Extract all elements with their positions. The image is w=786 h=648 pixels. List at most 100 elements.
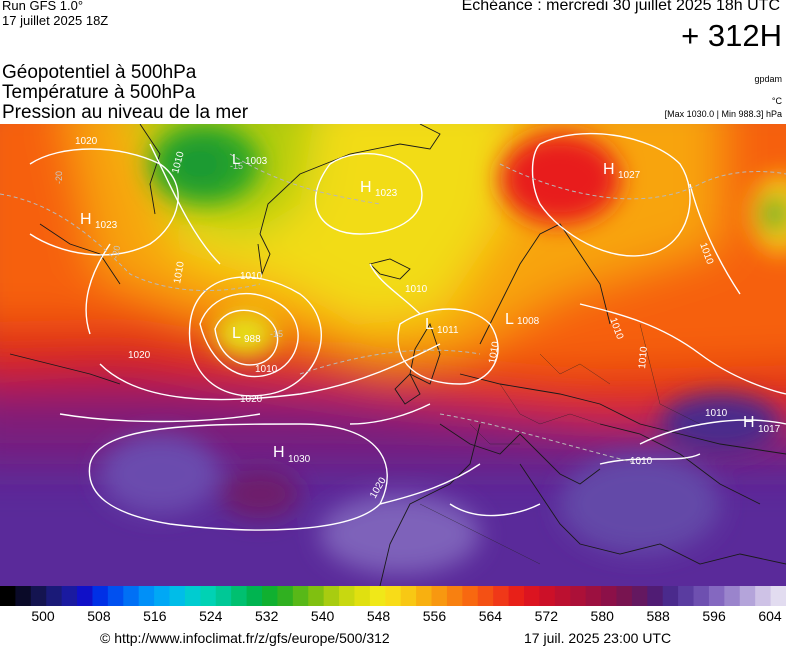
svg-text:1023: 1023	[375, 188, 398, 199]
colorbar-swatch	[385, 586, 402, 606]
colorbar-swatch	[539, 586, 556, 606]
borders	[419, 323, 701, 565]
svg-text:1027: 1027	[618, 170, 641, 181]
isobar-label: 1020	[75, 136, 98, 147]
svg-text:1008: 1008	[517, 316, 540, 327]
colorbar-swatch	[570, 586, 587, 606]
colorbar-swatch	[246, 586, 263, 606]
colorbar-swatch	[308, 586, 325, 606]
colorbar-label: 564	[478, 608, 503, 624]
temperature-labels: -20 -20 -15 -15	[54, 161, 283, 339]
colorbar-swatch	[30, 586, 47, 606]
colorbar-label: 540	[310, 608, 335, 624]
unit-geopotential: gpdam	[754, 74, 782, 84]
colorbar-swatch	[339, 586, 355, 606]
low-pressure-center: L 1008	[505, 311, 540, 328]
colorbar-swatch	[154, 586, 171, 606]
coastlines	[9, 124, 786, 586]
colorbar-swatch	[123, 586, 140, 606]
colorbar-swatch	[231, 586, 248, 606]
colorbar-swatch	[0, 586, 16, 606]
colorbar-swatch	[431, 586, 448, 606]
colorbar-label: 588	[646, 608, 670, 624]
svg-text:L: L	[232, 325, 241, 342]
svg-text:H: H	[743, 414, 755, 431]
colorbar-swatch	[46, 586, 63, 606]
colorbar-swatch	[554, 586, 571, 606]
temperature-label: -20	[110, 245, 122, 260]
colorbar-swatch	[739, 586, 756, 606]
colorbar-swatch	[292, 586, 309, 606]
forecast-hour: + 312H	[681, 18, 782, 53]
temperature-label: -15	[230, 161, 243, 171]
svg-text:H: H	[273, 444, 285, 461]
colorbar-swatch	[616, 586, 633, 606]
colorbar-swatch	[708, 586, 725, 606]
svg-text:1017: 1017	[758, 424, 781, 435]
colorbar-swatch	[369, 586, 386, 606]
colorbar-swatch	[15, 586, 32, 606]
colorbar-label: 604	[758, 608, 782, 624]
colorbar-swatch	[724, 586, 741, 606]
colorbar-swatch	[524, 586, 540, 606]
colorbar-swatch	[323, 586, 340, 606]
footer-date: 17 juil. 2025 23:00 UTC	[524, 630, 672, 646]
run-date: 17 juillet 2025 18Z	[2, 13, 109, 28]
parameter-mslp: Pression au niveau de la mer	[2, 102, 249, 123]
colorbar-label: 556	[422, 608, 447, 624]
svg-text:L: L	[505, 311, 514, 328]
colorbar-label: 516	[143, 608, 167, 624]
colorbar-swatch	[508, 586, 525, 606]
colorbar-labels: 500 508 516 524 532 540 548 556 564 572 580 588 596 6…	[0, 608, 786, 628]
colorbar-swatch	[92, 586, 109, 606]
temperature-label: -20	[54, 171, 64, 184]
colorbar-swatch	[416, 586, 433, 606]
colorbar-swatch	[585, 586, 602, 606]
svg-text:1003: 1003	[245, 156, 268, 167]
colorbar-swatch	[631, 586, 648, 606]
colorbar-swatch	[107, 586, 124, 606]
parameter-temperature: Température à 500hPa	[2, 82, 196, 103]
colorbar-label: 572	[534, 608, 558, 624]
low-pressure-center: L 1003	[232, 151, 268, 168]
colorbar-swatch	[169, 586, 186, 606]
colorbar-swatch	[61, 586, 78, 606]
colorbar-label: 596	[702, 608, 726, 624]
colorbar-label: 532	[255, 608, 279, 624]
svg-text:H: H	[603, 161, 615, 178]
colorbar-swatch	[354, 586, 371, 606]
pressure-centers: H 1023 H 1023 H 1027 L 1003 L 988 L 1011 L 1008…	[80, 151, 781, 465]
colorbar-swatch	[138, 586, 155, 606]
colorbar	[0, 586, 786, 606]
colorbar-swatch	[647, 586, 664, 606]
colorbar-swatch	[277, 586, 294, 606]
colorbar-swatch	[601, 586, 617, 606]
high-pressure-center: H 1023	[360, 179, 398, 199]
isobar-label: 1010	[172, 260, 187, 284]
colorbar-swatch	[184, 586, 201, 606]
weather-map: 1020 1010 1010 1010 1010 1020 1010 1020 …	[0, 124, 786, 586]
isobar-label: 1010	[487, 340, 502, 364]
isobar-label: 1010	[240, 271, 263, 282]
svg-text:988: 988	[244, 334, 261, 345]
unit-temperature: °C	[771, 96, 782, 106]
isobar-label: 1010	[405, 284, 428, 295]
colorbar-swatch	[755, 586, 772, 606]
temperature-label: -15	[270, 329, 283, 339]
colorbar-label: 500	[31, 608, 55, 624]
footer-url: © http://www.infoclimat.fr/z/gfs/europe/…	[100, 630, 390, 646]
isobar-label: 1020	[240, 394, 263, 405]
svg-text:H: H	[80, 211, 92, 228]
isotherms	[0, 153, 786, 465]
colorbar-swatch	[493, 586, 510, 606]
colorbar-label: 548	[366, 608, 391, 624]
isobar-label: 1020	[128, 350, 151, 361]
colorbar-label: 524	[199, 608, 223, 624]
high-pressure-center: H 1030	[273, 444, 311, 465]
colorbar-swatch	[77, 586, 93, 606]
high-pressure-center: H 1017	[743, 414, 781, 435]
low-pressure-center: L 1011	[425, 316, 459, 336]
svg-text:L: L	[425, 316, 434, 333]
low-pressure-center: L 988	[232, 325, 261, 345]
colorbar-swatch	[446, 586, 463, 606]
